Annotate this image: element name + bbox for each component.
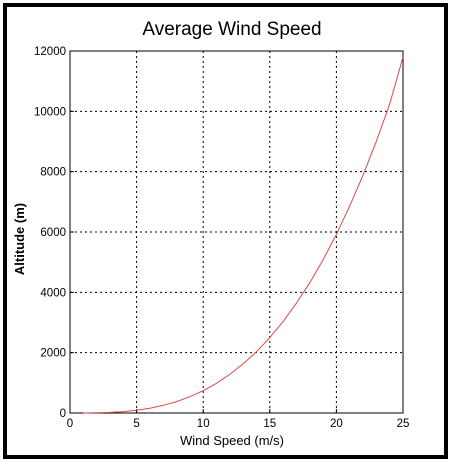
x-axis-label: Wind Speed (m/s) bbox=[180, 433, 284, 448]
y-tick-label: 10000 bbox=[34, 106, 66, 118]
series-line bbox=[83, 56, 404, 414]
y-tick-label: 0 bbox=[60, 408, 66, 420]
x-tick-label: 0 bbox=[67, 418, 73, 430]
axis-ticks: 0 5 10 15 20 25 0 2000 4000 6000 8000 10000 12000 bbox=[34, 46, 409, 430]
grid-lines bbox=[70, 51, 403, 413]
x-tick-label: 10 bbox=[197, 418, 210, 430]
y-tick-label: 8000 bbox=[40, 167, 66, 179]
series-group bbox=[83, 56, 404, 414]
y-axis-label: Altitude (m) bbox=[12, 203, 27, 275]
x-tick-label: 5 bbox=[133, 418, 139, 430]
x-tick-label: 25 bbox=[397, 418, 410, 430]
y-tick-label: 4000 bbox=[40, 287, 66, 299]
y-tick-label: 2000 bbox=[40, 348, 66, 360]
wind-speed-chart: Average Wind Speed 0 5 10 15 20 25 0 2000 4000 60… bbox=[12, 19, 409, 448]
x-tick-label: 15 bbox=[263, 418, 276, 430]
chart-frame: Average Wind Speed 0 5 10 15 20 25 0 2000 4000 60… bbox=[3, 3, 448, 459]
y-tick-label: 6000 bbox=[40, 227, 66, 239]
x-tick-label: 20 bbox=[330, 418, 343, 430]
chart-title: Average Wind Speed bbox=[142, 19, 321, 40]
y-tick-label: 12000 bbox=[34, 46, 66, 58]
